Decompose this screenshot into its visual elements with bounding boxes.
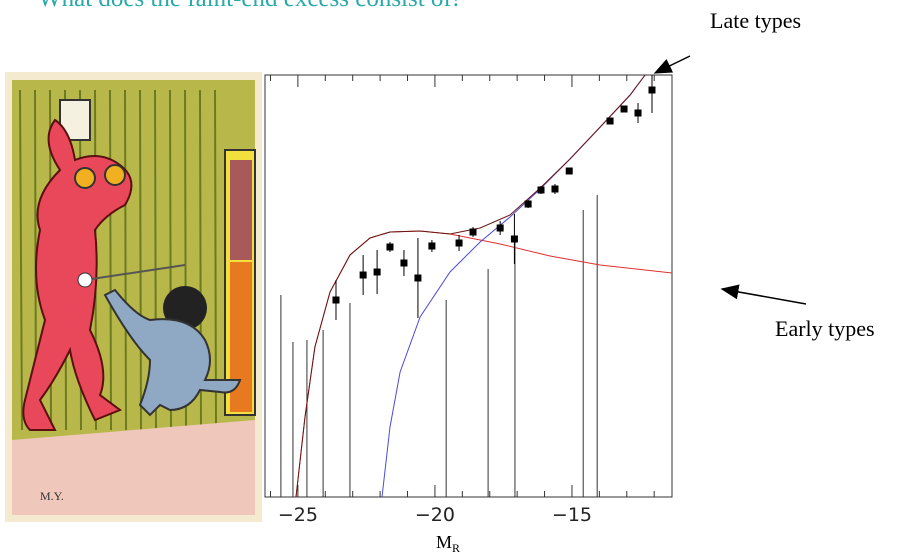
- arrow: [655, 56, 690, 73]
- data-point: [386, 244, 393, 251]
- x-tick-label: −25: [278, 504, 318, 526]
- arrow: [722, 289, 806, 304]
- slide-title: What does the faint-end excess consist o…: [38, 0, 460, 12]
- data-point: [635, 110, 642, 117]
- data-point: [360, 272, 367, 279]
- data-point: [332, 297, 339, 304]
- x-axis-label: MR: [436, 532, 460, 552]
- data-point: [414, 275, 421, 282]
- data-point: [566, 168, 573, 175]
- svg-text:M.Y.: M.Y.: [40, 489, 64, 503]
- data-point: [648, 87, 655, 94]
- model-curve: [296, 75, 645, 497]
- data-point: [456, 240, 463, 247]
- model-curve: [382, 75, 645, 497]
- slide: What does the faint-end excess consist o…: [0, 0, 913, 552]
- illustration: M.Y.: [5, 72, 262, 522]
- data-point: [511, 236, 518, 243]
- x-axis-label-sub: R: [452, 541, 460, 552]
- plot-frame: [265, 75, 672, 497]
- x-tick-label: −15: [552, 504, 592, 526]
- x-axis-label-main: M: [436, 532, 452, 552]
- data-point: [621, 106, 628, 113]
- data-point: [400, 260, 407, 267]
- annotation-late: Late types: [710, 8, 801, 33]
- model-curve: [296, 231, 672, 497]
- x-tick-label: −20: [415, 504, 455, 526]
- data-point: [374, 269, 381, 276]
- annotation-early: Early types: [775, 316, 875, 341]
- data-point: [428, 243, 435, 250]
- data-point: [607, 118, 614, 125]
- data-point: [525, 201, 532, 208]
- data-point: [537, 187, 544, 194]
- data-point: [470, 229, 477, 236]
- data-point: [497, 225, 504, 232]
- data-point: [551, 186, 558, 193]
